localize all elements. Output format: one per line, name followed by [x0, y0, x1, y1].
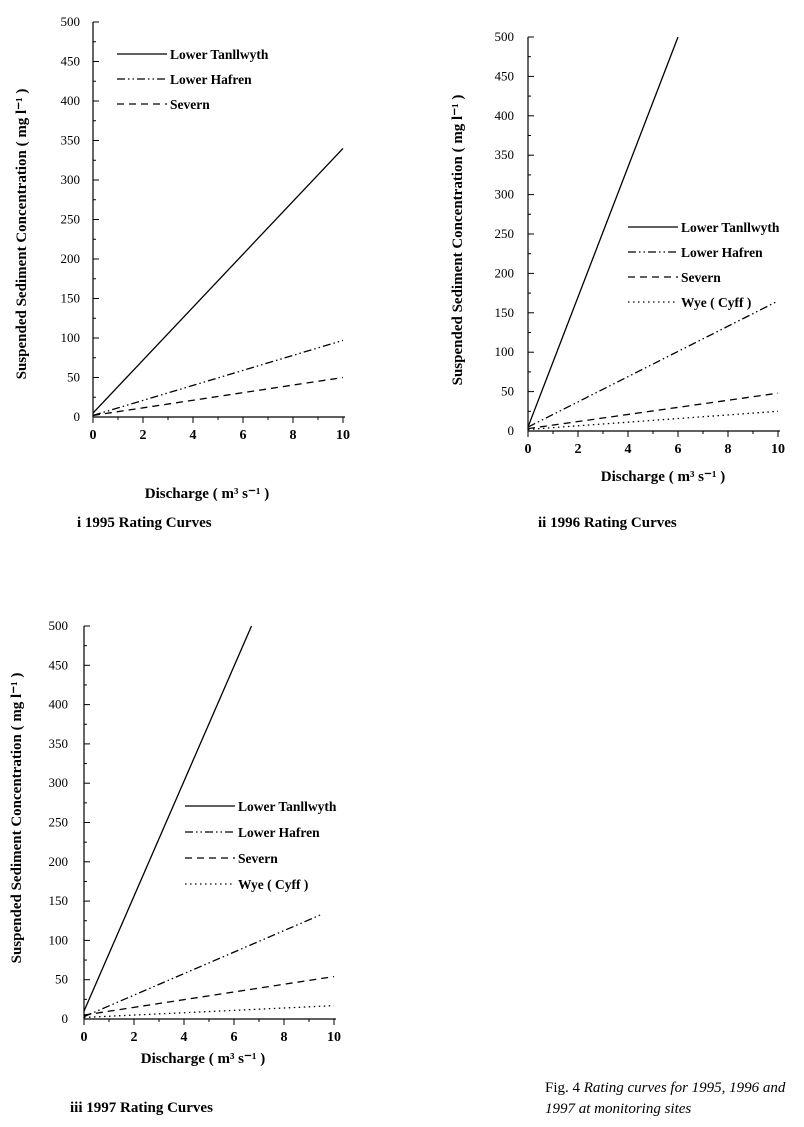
plot-area-1997: 0 50 100 150 200 250 300 350 400 450 500 0 2 4 6 8 10 Low… — [49, 618, 342, 1045]
p3-series-lower-tanllwyth — [83, 625, 253, 1012]
p3-legend-label: Lower Tanllwyth — [238, 799, 337, 814]
figure-caption-text: Rating curves for 1995, 1996 and 1997 at… — [545, 1080, 786, 1117]
p1-x-tick-label: 10 — [336, 428, 350, 443]
p3-y-tick-label: 450 — [49, 657, 69, 672]
p2-y-tick-label: 450 — [495, 68, 515, 83]
p3-legend-label: Lower Hafren — [238, 825, 320, 840]
figure-caption-lead: Fig. 4 — [545, 1080, 584, 1096]
p2-y-tick-label: 350 — [495, 147, 515, 162]
p1-series-lower-hafren — [92, 339, 344, 417]
p2-series-wye-cyff — [527, 410, 779, 431]
p3-x-tick-label: 4 — [181, 1030, 188, 1045]
p1-legend-label: Lower Hafren — [170, 72, 252, 87]
figure-caption: Fig. 4 Rating curves for 1995, 1996 and … — [545, 1078, 804, 1127]
x-axis-title-1995: Discharge ( m³ s⁻¹ ) — [145, 486, 269, 502]
p2-x-tick-label: 6 — [675, 442, 682, 457]
p3-x-tick-label: 2 — [131, 1030, 138, 1045]
p1-y-tick-label: 0 — [74, 409, 81, 424]
p1-x-tick-label: 6 — [240, 428, 247, 443]
p1-x-tick-label: 0 — [90, 428, 97, 443]
p2-legend-label: Wye ( Cyff ) — [681, 295, 751, 310]
p3-y-tick-label: 50 — [55, 972, 68, 987]
p2-legend-label: Lower Hafren — [681, 245, 763, 260]
p3-y-tick-label: 150 — [49, 893, 69, 908]
p3-series-wye-cyff — [83, 1004, 335, 1019]
p1-y-tick-label: 350 — [61, 133, 81, 148]
p3-y-tick-label: 250 — [49, 815, 69, 830]
p1-series-severn — [92, 376, 344, 417]
p3-y-tick-label: 400 — [49, 697, 69, 712]
p3-y-tick-label: 300 — [49, 775, 69, 790]
p3-x-tick-label: 6 — [231, 1030, 238, 1045]
panel-caption-1997: iii 1997 Rating Curves — [70, 1100, 213, 1116]
p2-y-tick-label: 200 — [495, 265, 515, 280]
p2-y-tick-label: 250 — [495, 226, 515, 241]
p1-y-tick-label: 300 — [61, 172, 81, 187]
p1-y-tick-label: 100 — [61, 330, 81, 345]
p2-series-lower-tanllwyth — [527, 36, 679, 428]
p1-x-tick-label: 8 — [290, 428, 297, 443]
p2-y-tick-label: 100 — [495, 344, 515, 359]
p2-legend-label: Severn — [681, 270, 721, 285]
p1-x-tick-label: 4 — [190, 428, 197, 443]
p2-series-lower-hafren — [527, 300, 779, 428]
p2-x-tick-label: 4 — [625, 442, 632, 457]
p3-x-tick-label: 8 — [281, 1030, 288, 1045]
p2-y-tick-label: 400 — [495, 108, 515, 123]
y-axis-title-1996: Suspended Sediment Concentration ( mg l⁻… — [450, 95, 466, 386]
p3-x-tick-label: 10 — [327, 1030, 341, 1045]
p2-y-tick-label: 500 — [495, 29, 515, 44]
p1-y-tick-label: 250 — [61, 212, 81, 227]
p2-series-severn — [527, 392, 779, 430]
p1-series-lower-tanllwyth — [92, 147, 344, 414]
p3-y-tick-label: 200 — [49, 854, 69, 869]
p2-y-tick-label: 0 — [508, 423, 515, 438]
p3-legend-label: Severn — [238, 851, 278, 866]
p3-y-tick-label: 500 — [49, 618, 69, 633]
p1-y-tick-label: 200 — [61, 251, 81, 266]
p1-legend-label: Lower Tanllwyth — [170, 47, 269, 62]
p3-series-severn — [83, 975, 335, 1016]
p1-y-tick-label: 150 — [61, 291, 81, 306]
p3-y-tick-label: 350 — [49, 736, 69, 751]
p2-legend-label: Lower Tanllwyth — [681, 220, 780, 235]
p1-y-tick-label: 450 — [61, 54, 81, 69]
y-axis-title-1995: Suspended Sediment Concentration ( mg l⁻… — [14, 89, 30, 380]
panel-caption-1996: ii 1996 Rating Curves — [538, 515, 677, 531]
p2-x-tick-label: 2 — [575, 442, 582, 457]
plot-area-1996: 0 50 100 150 200 250 300 350 400 450 500 0 2 4 6 8 10 Low… — [495, 29, 786, 457]
p2-x-tick-label: 0 — [525, 442, 532, 457]
p2-y-tick-label: 150 — [495, 305, 515, 320]
p2-y-tick-label: 50 — [501, 384, 514, 399]
x-axis-title-1996: Discharge ( m³ s⁻¹ ) — [601, 469, 725, 485]
p1-y-tick-label: 500 — [61, 14, 81, 29]
p3-y-tick-label: 100 — [49, 932, 69, 947]
p2-y-tick-label: 300 — [495, 187, 515, 202]
panel-caption-1995: i 1995 Rating Curves — [77, 515, 212, 531]
p3-y-tick-label: 0 — [62, 1011, 69, 1026]
p1-legend-label: Severn — [170, 97, 210, 112]
plot-area-1995: 0 50 100 150 200 250 300 350 400 450 500 0 2 4 6 8 10 Low… — [61, 14, 351, 443]
p2-x-tick-label: 10 — [771, 442, 785, 457]
x-axis-title-1997: Discharge ( m³ s⁻¹ ) — [141, 1051, 265, 1067]
p1-y-tick-label: 50 — [67, 370, 80, 385]
p3-x-tick-label: 0 — [81, 1030, 88, 1045]
p1-x-tick-label: 2 — [140, 428, 147, 443]
p2-x-tick-label: 8 — [725, 442, 732, 457]
y-axis-title-1997: Suspended Sediment Concentration ( mg l⁻… — [9, 673, 25, 964]
p3-series-lower-hafren — [83, 913, 322, 1018]
p3-legend-label: Wye ( Cyff ) — [238, 877, 308, 892]
p1-y-tick-label: 400 — [61, 93, 81, 108]
